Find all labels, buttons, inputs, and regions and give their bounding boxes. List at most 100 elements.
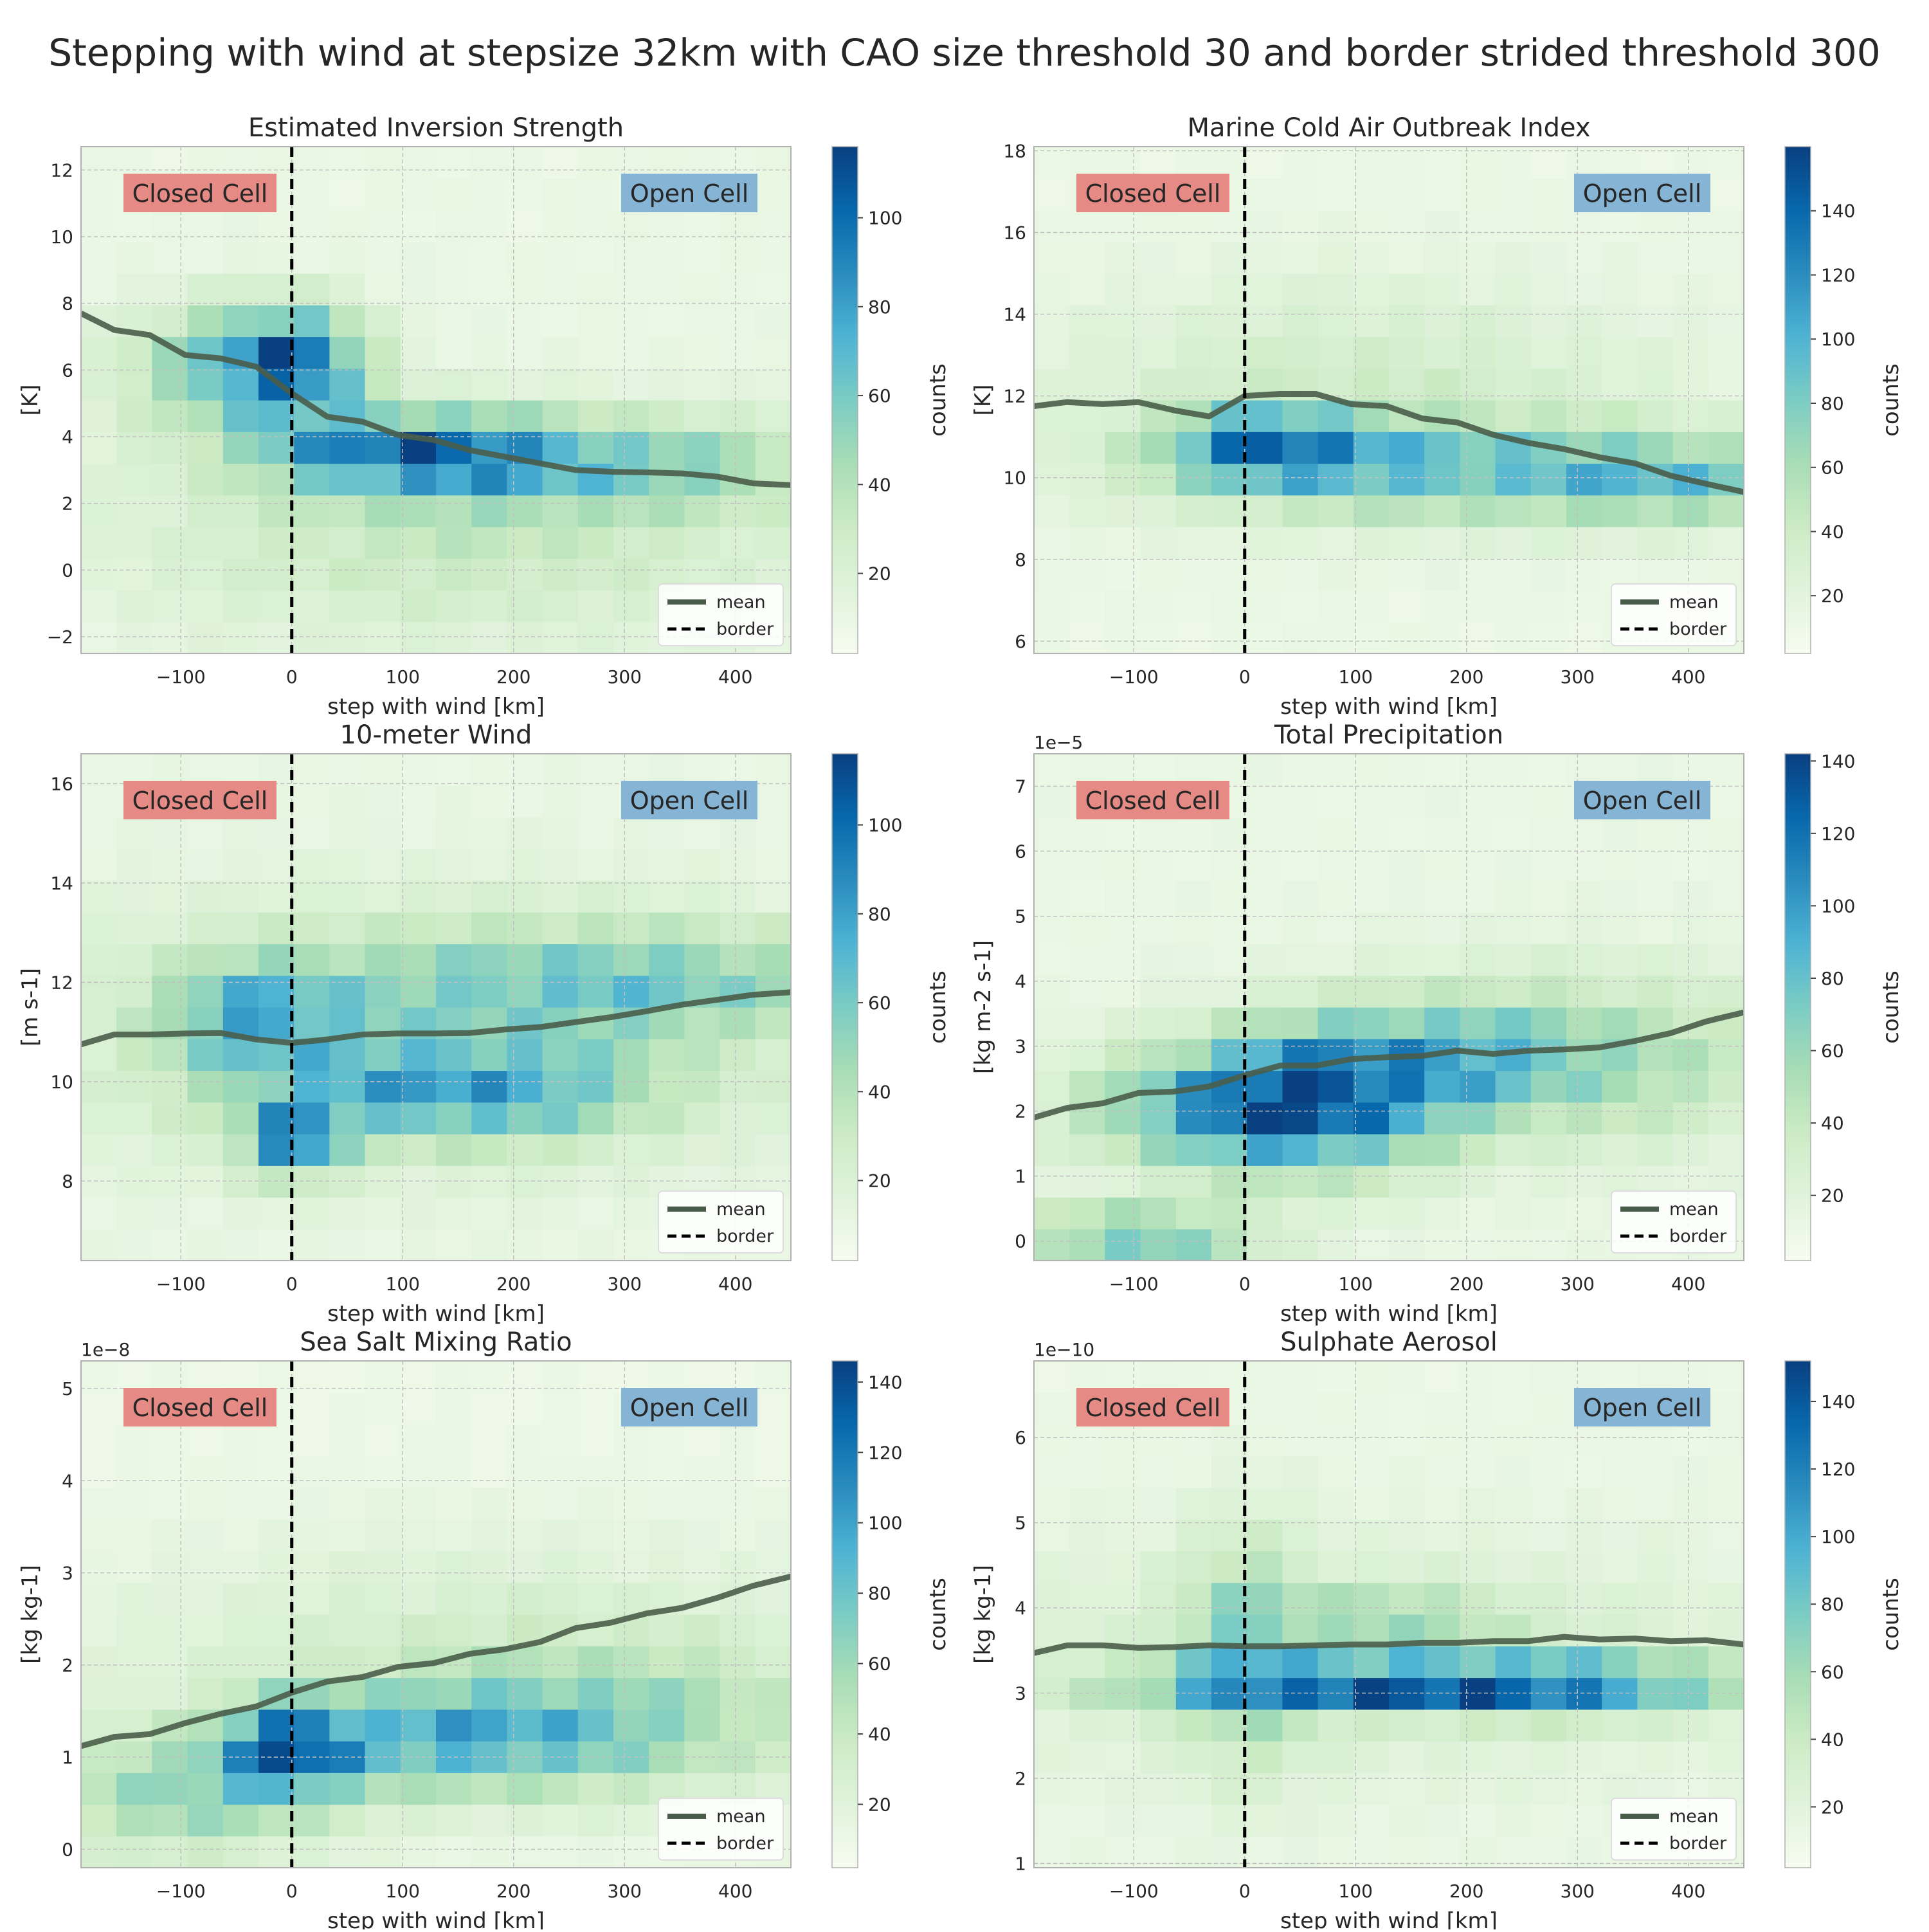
heatmap-bin xyxy=(1495,1165,1532,1198)
heatmap-bin xyxy=(1495,1551,1532,1583)
heatmap-bin xyxy=(1140,1614,1177,1646)
heatmap-bin xyxy=(1105,1646,1141,1679)
heatmap-bin xyxy=(222,1039,259,1071)
colorbar-tick-label: 40 xyxy=(868,474,891,495)
heatmap-bin xyxy=(116,1488,152,1520)
heatmap-bin xyxy=(1389,210,1425,242)
heatmap-bin xyxy=(1602,1488,1638,1520)
heatmap-bin xyxy=(1318,817,1354,850)
heatmap-bin xyxy=(1247,432,1283,464)
heatmap-bin xyxy=(1530,1646,1567,1679)
heatmap-bin xyxy=(1530,495,1567,527)
heatmap-bin xyxy=(542,336,579,369)
heatmap-bin xyxy=(1247,1804,1283,1837)
heatmap-bin xyxy=(81,1677,117,1710)
y-tick-label: 14 xyxy=(1003,304,1026,325)
heatmap-bin xyxy=(222,495,259,527)
heatmap-bin xyxy=(152,1773,188,1805)
x-tick-label: 400 xyxy=(1671,1273,1705,1295)
y-tick-label: 10 xyxy=(50,1071,73,1093)
heatmap-bin xyxy=(187,590,224,623)
closed-cell-box xyxy=(1076,781,1229,819)
heatmap-bin xyxy=(755,817,791,850)
heatmap-bin xyxy=(294,1165,330,1198)
heatmap-bin xyxy=(1140,912,1177,945)
heatmap-bin xyxy=(222,210,259,242)
heatmap-bin xyxy=(1602,527,1638,559)
heatmap-bin xyxy=(1282,1836,1319,1868)
legend-mean-label: mean xyxy=(716,592,766,612)
heatmap-bin xyxy=(1282,975,1319,1008)
heatmap-bin xyxy=(720,1519,756,1552)
heatmap-bin xyxy=(613,336,649,369)
heatmap-bin xyxy=(1530,241,1567,274)
heatmap-bin xyxy=(1424,1488,1460,1520)
heatmap-bin xyxy=(1637,1455,1674,1488)
heatmap-bin xyxy=(436,210,472,242)
heatmap-bin xyxy=(1140,848,1177,881)
heatmap-bin xyxy=(1495,1804,1532,1837)
colorbar-tick-label: 60 xyxy=(1821,1661,1844,1682)
heatmap-bin xyxy=(613,210,649,242)
heatmap-bin xyxy=(542,1804,579,1837)
heatmap-bin xyxy=(542,1519,579,1552)
heatmap-bin xyxy=(329,368,366,401)
heatmap-bin xyxy=(329,305,366,338)
heatmap-bin xyxy=(436,1455,472,1488)
heatmap-bin xyxy=(152,1424,188,1457)
heatmap-bin xyxy=(1247,1007,1283,1039)
heatmap-bin xyxy=(684,1007,721,1039)
heatmap-bin xyxy=(1140,1070,1177,1103)
heatmap-bin xyxy=(1389,880,1425,913)
heatmap-bin xyxy=(294,848,330,881)
heatmap-bin xyxy=(1211,848,1247,881)
heatmap-bin xyxy=(1175,147,1212,179)
heatmap-bin xyxy=(1353,975,1390,1008)
heatmap-bin xyxy=(471,1165,507,1198)
heatmap-bin xyxy=(1175,1165,1212,1198)
heatmap-bin xyxy=(152,495,188,527)
heatmap-bin xyxy=(116,1614,152,1646)
heatmap-bin xyxy=(1140,1361,1177,1393)
heatmap-bin xyxy=(1530,975,1567,1008)
heatmap-bin xyxy=(1708,1039,1744,1071)
heatmap-bin xyxy=(471,817,507,850)
heatmap-bin xyxy=(542,912,579,945)
heatmap-bin xyxy=(471,1102,507,1135)
heatmap-bin xyxy=(1069,1070,1105,1103)
heatmap-bin xyxy=(1282,1197,1319,1230)
heatmap-bin xyxy=(152,1804,188,1837)
heatmap-bin xyxy=(187,1804,224,1837)
x-tick-label: 100 xyxy=(386,666,420,688)
heatmap-bin xyxy=(1460,621,1496,653)
heatmap-bin xyxy=(81,621,117,653)
heatmap-bin xyxy=(222,432,259,464)
heatmap-bin xyxy=(222,754,259,786)
heatmap-bin xyxy=(1495,241,1532,274)
heatmap-bin xyxy=(1140,1488,1177,1520)
heatmap-bin xyxy=(1495,1007,1532,1039)
heatmap-bin xyxy=(1353,368,1390,401)
heatmap-bin xyxy=(1424,912,1460,945)
colorbar-label: counts xyxy=(1878,363,1904,437)
heatmap-bin xyxy=(222,368,259,401)
heatmap-bin xyxy=(400,1102,437,1135)
heatmap-bin xyxy=(222,1455,259,1488)
heatmap-bin xyxy=(116,1165,152,1198)
y-tick-label: 16 xyxy=(50,773,73,794)
heatmap-bin xyxy=(507,463,543,496)
heatmap-bin xyxy=(1530,1836,1567,1868)
heatmap-bin xyxy=(542,1551,579,1583)
colorbar-tick-label: 120 xyxy=(1821,1459,1855,1480)
heatmap-bin xyxy=(1708,210,1744,242)
heatmap-bin xyxy=(720,943,756,976)
heatmap-bin xyxy=(294,305,330,338)
heatmap-bin xyxy=(471,147,507,179)
heatmap-bin xyxy=(1495,1488,1532,1520)
heatmap-bin xyxy=(1566,1741,1602,1773)
heatmap-bin xyxy=(1460,1773,1496,1805)
colorbar xyxy=(831,753,858,1261)
heatmap-bin xyxy=(1637,1134,1674,1166)
heatmap-bin xyxy=(1460,1646,1496,1679)
